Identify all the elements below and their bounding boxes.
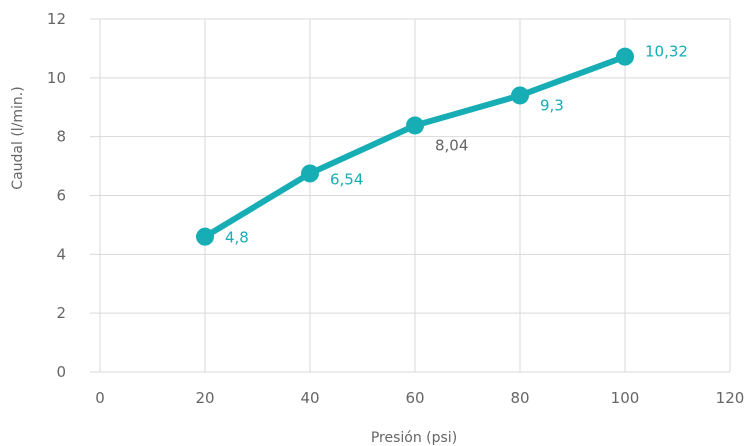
y-axis-ticks: 0 2 4 6 8 10 12: [47, 10, 66, 381]
data-label: 8,04: [435, 136, 468, 154]
y-tick-label: 8: [56, 128, 66, 146]
data-label: 9,3: [540, 96, 564, 114]
grid: [90, 18, 731, 373]
y-tick-label: 2: [56, 304, 66, 322]
x-tick-label: 20: [195, 389, 214, 407]
x-tick-label: 100: [611, 389, 640, 407]
series-layer: 4,8 6,54 8,04 9,3 10,32: [196, 43, 688, 247]
x-tick-label: 60: [405, 389, 424, 407]
data-label: 4,8: [225, 229, 249, 247]
y-axis-label: Caudal (l/min.): [10, 86, 26, 189]
data-label: 6,54: [330, 170, 363, 188]
data-point: [616, 47, 634, 66]
x-tick-label: 0: [95, 389, 105, 407]
x-tick-label: 40: [300, 389, 319, 407]
data-point: [511, 86, 529, 105]
x-tick-label: 80: [510, 389, 529, 407]
data-label: 10,32: [645, 43, 688, 61]
x-axis-ticks: 0 20 40 60 80 100 120: [95, 389, 744, 407]
y-tick-label: 12: [47, 10, 66, 28]
y-tick-label: 0: [56, 363, 66, 381]
x-axis-label: Presión (psi): [371, 430, 457, 446]
y-tick-label: 4: [56, 245, 66, 263]
y-tick-label: 10: [47, 69, 66, 87]
y-tick-label: 6: [56, 187, 66, 205]
data-point: [406, 116, 424, 135]
x-tick-label: 120: [716, 389, 745, 407]
data-point: [196, 227, 214, 246]
data-point: [301, 164, 319, 183]
